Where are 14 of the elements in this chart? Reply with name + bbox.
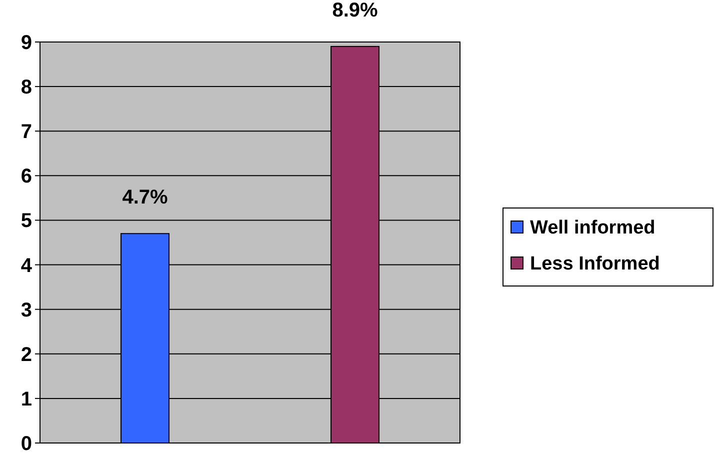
- data-label: 4.7%: [122, 186, 168, 209]
- y-tick-label: 2: [20, 344, 32, 366]
- legend-label: Well informed: [530, 218, 656, 239]
- y-tick-label: 5: [20, 210, 32, 232]
- y-tick-label: 0: [20, 433, 32, 454]
- data-label: 8.9%: [332, 0, 378, 22]
- y-tick-label: 1: [20, 388, 32, 410]
- y-tick-label: 3: [20, 299, 32, 322]
- y-tick-label: 6: [20, 166, 32, 188]
- y-tick-label: 9: [20, 32, 32, 54]
- y-tick-label: 4: [20, 254, 33, 277]
- legend-label: Less Informed: [530, 254, 660, 275]
- y-tick-label: 7: [20, 121, 32, 144]
- y-tick-label: 8: [20, 76, 32, 99]
